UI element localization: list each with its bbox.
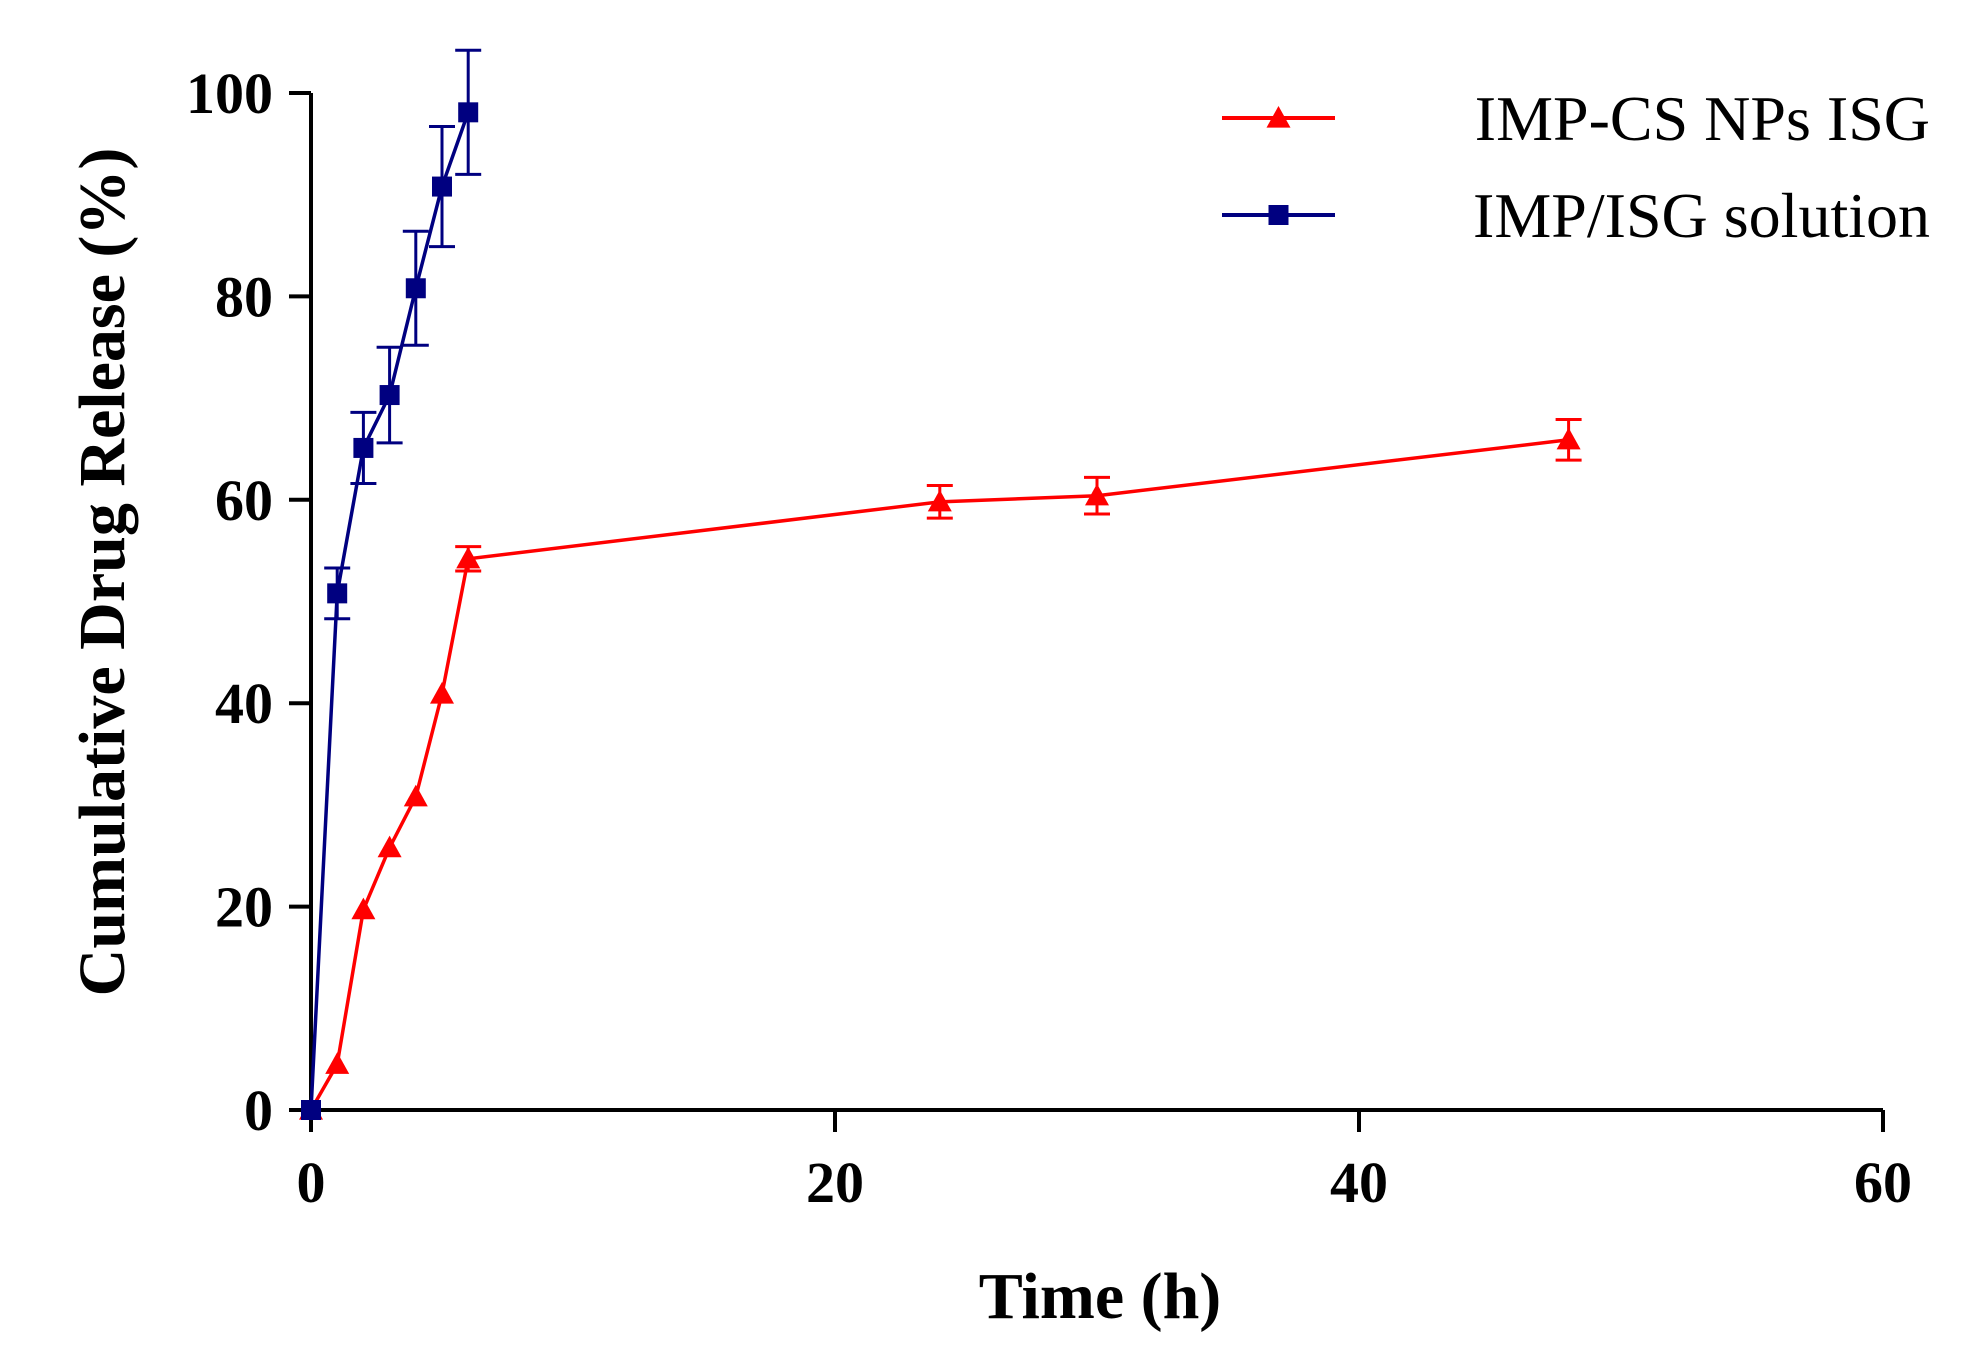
data-point — [458, 102, 479, 123]
legend-swatch-marker — [1268, 205, 1289, 225]
x-tick-label: 40 — [1330, 1150, 1388, 1215]
data-point — [403, 784, 428, 807]
data-point — [1556, 427, 1581, 450]
axes: 0 20 40 60 0 20 40 60 80 100 — [186, 61, 1912, 1215]
y-tick-label: 0 — [244, 1078, 273, 1143]
plot-series — [299, 48, 1582, 1120]
y-tick-label: 20 — [215, 875, 273, 940]
data-point — [377, 835, 402, 858]
data-point — [405, 278, 426, 299]
data-point — [1085, 483, 1109, 506]
data-point — [432, 176, 452, 197]
x-axis-title: Time (h) — [979, 1260, 1222, 1333]
legend-label: IMP/ISG solution — [1473, 180, 1930, 251]
data-point — [456, 546, 481, 569]
legend-swatch-marker — [1266, 106, 1291, 128]
data-point — [327, 583, 348, 604]
data-point — [301, 1100, 321, 1120]
data-point — [379, 385, 400, 406]
x-tick-label: 60 — [1854, 1150, 1912, 1215]
legend: IMP-CS NPs ISG IMP/ISG solution — [1222, 83, 1930, 251]
x-tick-label: 20 — [806, 1150, 864, 1215]
data-point — [351, 897, 376, 920]
series-line — [309, 111, 470, 1111]
y-tick-label: 60 — [215, 468, 273, 533]
data-point — [353, 437, 374, 458]
y-tick-label: 80 — [215, 264, 273, 329]
y-axis-title: Cumulative Drug Release (%) — [66, 148, 139, 997]
y-tick-label: 100 — [186, 61, 273, 126]
legend-label: IMP-CS NPs ISG — [1475, 83, 1930, 154]
data-point — [325, 1052, 350, 1074]
series-imp-cs-nps-isg — [299, 417, 1582, 1120]
series-line — [309, 438, 1569, 1111]
series-imp-isg-solution — [301, 48, 482, 1120]
y-tick-label: 40 — [215, 671, 273, 736]
data-point — [430, 682, 454, 704]
x-tick-label: 0 — [297, 1150, 326, 1215]
data-point — [927, 489, 952, 512]
